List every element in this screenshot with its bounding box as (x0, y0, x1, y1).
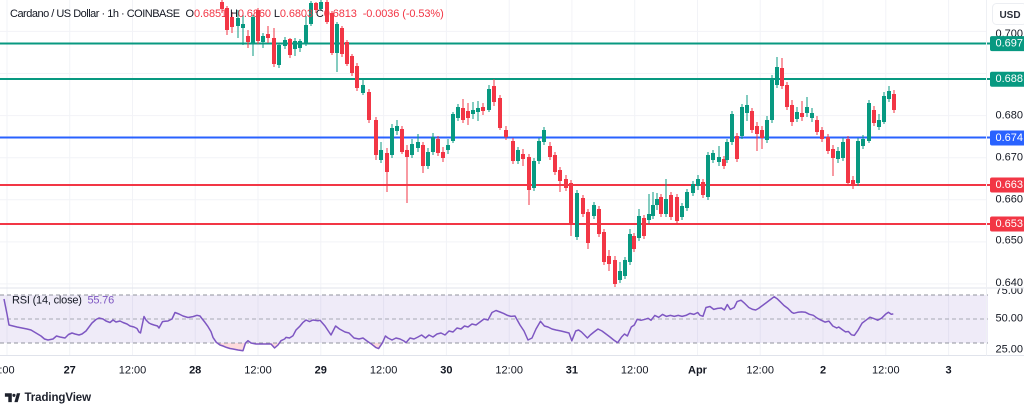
svg-text:0.697: 0.697 (995, 38, 1023, 50)
svg-text:USD: USD (999, 10, 1020, 21)
svg-text:0.680: 0.680 (995, 110, 1023, 122)
svg-text:0.653: 0.653 (995, 218, 1023, 230)
svg-text:75.00: 75.00 (995, 285, 1023, 297)
svg-text:12:00: 12:00 (621, 365, 649, 377)
svg-text:Apr: Apr (688, 365, 708, 377)
svg-text:0.670: 0.670 (995, 152, 1023, 164)
svg-text:30: 30 (440, 365, 452, 377)
svg-text:12:00: 12:00 (495, 365, 523, 377)
svg-text:12:00: 12:00 (746, 365, 774, 377)
svg-text::00: :00 (0, 365, 15, 377)
svg-text:27: 27 (64, 365, 76, 377)
svg-text:0.640: 0.640 (995, 277, 1023, 289)
svg-text:0.660: 0.660 (995, 193, 1023, 205)
svg-text:28: 28 (189, 365, 201, 377)
svg-text:29: 29 (315, 365, 327, 377)
svg-text:12:00: 12:00 (244, 365, 272, 377)
svg-text:25.00: 25.00 (995, 344, 1023, 356)
svg-text:50.00: 50.00 (995, 313, 1023, 325)
svg-text:12:00: 12:00 (119, 365, 147, 377)
svg-text:0.650: 0.650 (995, 235, 1023, 247)
svg-text:Cardano / US Dollar · 1h · COI: Cardano / US Dollar · 1h · COINBASE O0.6… (10, 8, 444, 20)
svg-text:TradingView: TradingView (25, 392, 92, 404)
svg-text:3: 3 (946, 365, 952, 377)
svg-text:31: 31 (566, 365, 578, 377)
svg-text:0.674: 0.674 (995, 132, 1023, 144)
svg-text:2: 2 (820, 365, 826, 377)
svg-text:RSI (14, close) 55.76: RSI (14, close) 55.76 (12, 295, 114, 307)
svg-text:12:00: 12:00 (370, 365, 398, 377)
svg-text:0.663: 0.663 (995, 179, 1023, 191)
svg-text:0.688: 0.688 (995, 73, 1023, 85)
svg-text:12:00: 12:00 (872, 365, 900, 377)
